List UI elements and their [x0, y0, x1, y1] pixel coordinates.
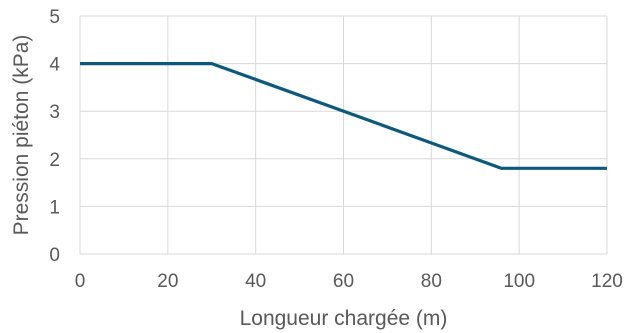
y-tick-label: 4: [49, 55, 60, 76]
x-tick-label: 60: [333, 271, 354, 292]
y-tick-label: 5: [49, 7, 60, 28]
series-line: [80, 61, 607, 170]
x-axis-ticks: 0 20 40 60 80 100 120: [75, 271, 623, 292]
y-axis-ticks: 0 1 2 3 4 5: [49, 7, 60, 266]
y-axis-title: Pression piéton (kPa): [10, 35, 33, 236]
x-axis-title: Longueur chargée (m): [240, 307, 448, 330]
x-tick-label: 80: [421, 271, 442, 292]
y-tick-label: 1: [49, 197, 60, 218]
series-layer: [80, 61, 607, 170]
y-tick-label: 3: [49, 102, 60, 123]
x-tick-label: 0: [75, 271, 86, 292]
x-tick-label: 120: [591, 271, 623, 292]
y-tick-label: 0: [49, 245, 60, 266]
x-tick-label: 100: [503, 271, 535, 292]
y-tick-label: 2: [49, 150, 60, 171]
grid: [79, 15, 608, 255]
x-tick-label: 20: [157, 271, 178, 292]
x-tick-label: 40: [245, 271, 266, 292]
